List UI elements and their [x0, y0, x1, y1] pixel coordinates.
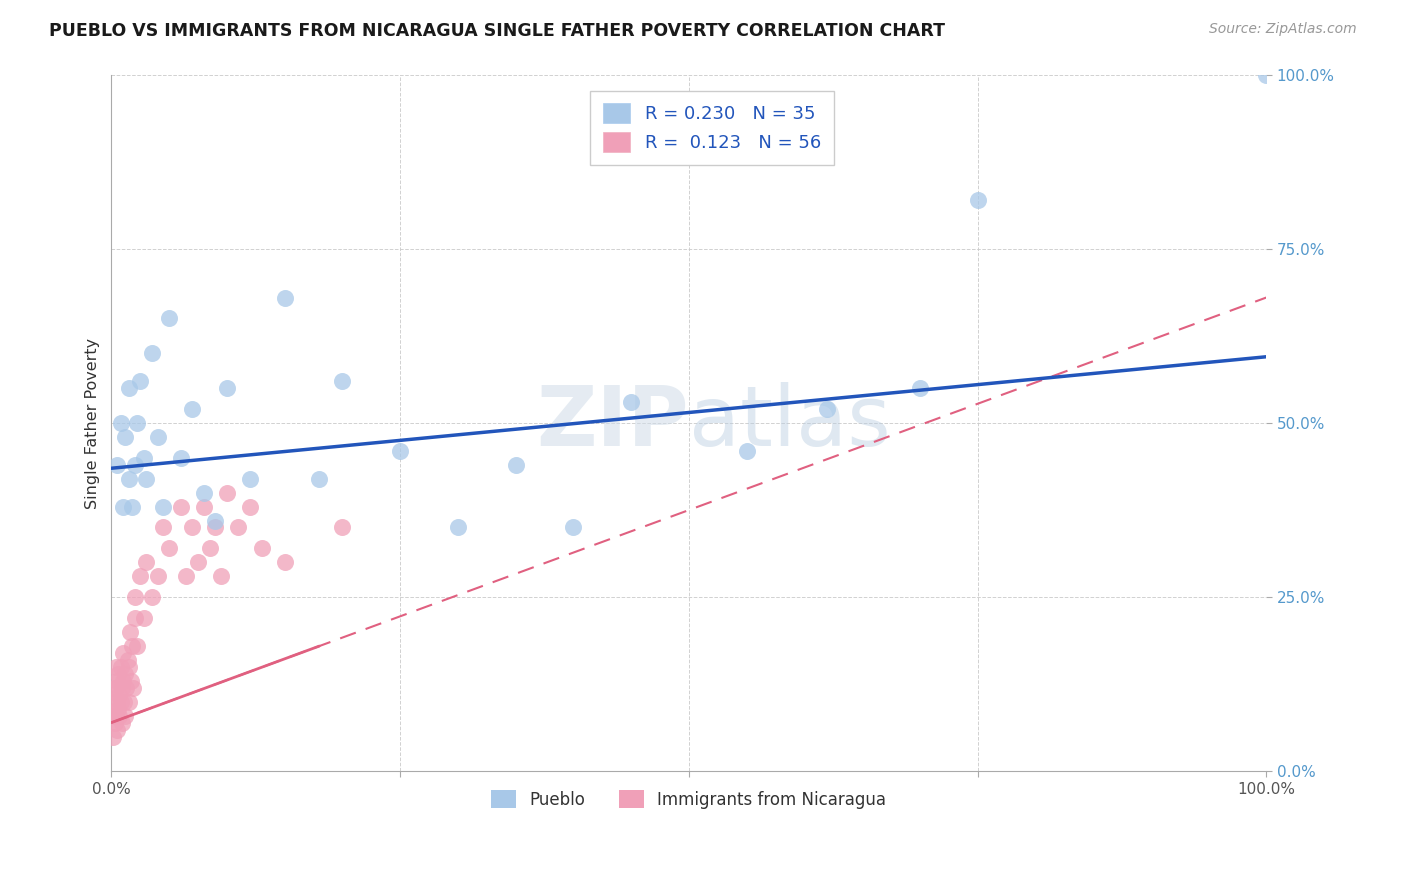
Point — [181, 402, 204, 417]
Point — [129, 374, 152, 388]
Point — [129, 569, 152, 583]
Point — [110, 695, 132, 709]
Y-axis label: Single Father Poverty: Single Father Poverty — [86, 337, 100, 508]
Point — [105, 681, 128, 695]
Point — [107, 666, 129, 681]
Point — [111, 715, 134, 730]
Point — [193, 500, 215, 514]
Point — [157, 541, 180, 556]
Point — [817, 402, 839, 417]
Point — [204, 520, 226, 534]
Text: Source: ZipAtlas.com: Source: ZipAtlas.com — [1209, 22, 1357, 37]
Point — [103, 681, 125, 695]
Point — [152, 500, 174, 514]
Point — [620, 395, 643, 409]
Point — [181, 520, 204, 534]
Point — [110, 416, 132, 430]
Point — [124, 611, 146, 625]
Point — [187, 555, 209, 569]
Point — [332, 374, 354, 388]
Point — [389, 443, 412, 458]
Point — [115, 681, 138, 695]
Point — [170, 450, 193, 465]
Point — [1256, 68, 1278, 82]
Point — [120, 673, 142, 688]
Point — [101, 730, 124, 744]
Point — [125, 639, 148, 653]
Point — [141, 590, 163, 604]
Point — [505, 458, 527, 472]
Point — [146, 430, 169, 444]
Point — [111, 673, 134, 688]
Point — [124, 458, 146, 472]
Point — [273, 555, 295, 569]
Point — [118, 695, 141, 709]
Point — [111, 500, 134, 514]
Point — [157, 311, 180, 326]
Point — [239, 472, 262, 486]
Point — [108, 688, 131, 702]
Point — [124, 590, 146, 604]
Point — [170, 500, 193, 514]
Point — [122, 681, 145, 695]
Point — [135, 472, 157, 486]
Point — [152, 520, 174, 534]
Point — [111, 646, 134, 660]
Point — [132, 611, 155, 625]
Point — [105, 708, 128, 723]
Point — [118, 660, 141, 674]
Point — [104, 695, 127, 709]
Point — [215, 485, 238, 500]
Text: PUEBLO VS IMMIGRANTS FROM NICARAGUA SINGLE FATHER POVERTY CORRELATION CHART: PUEBLO VS IMMIGRANTS FROM NICARAGUA SING… — [49, 22, 945, 40]
Point — [107, 701, 129, 715]
Point — [114, 666, 136, 681]
Point — [108, 708, 131, 723]
Point — [141, 346, 163, 360]
Point — [966, 193, 988, 207]
Point — [105, 660, 128, 674]
Legend: Pueblo, Immigrants from Nicaragua: Pueblo, Immigrants from Nicaragua — [485, 784, 893, 815]
Point — [209, 569, 232, 583]
Point — [193, 485, 215, 500]
Point — [114, 430, 136, 444]
Point — [118, 472, 141, 486]
Point — [204, 514, 226, 528]
Point — [228, 520, 250, 534]
Point — [562, 520, 585, 534]
Point — [118, 625, 141, 640]
Point — [105, 673, 128, 688]
Point — [111, 681, 134, 695]
Point — [332, 520, 354, 534]
Text: atlas: atlas — [689, 383, 890, 464]
Point — [117, 653, 139, 667]
Point — [121, 639, 143, 653]
Text: ZIP: ZIP — [536, 383, 689, 464]
Point — [103, 708, 125, 723]
Point — [135, 555, 157, 569]
Point — [273, 291, 295, 305]
Point — [239, 500, 262, 514]
Point — [112, 695, 135, 709]
Point — [114, 708, 136, 723]
Point — [121, 500, 143, 514]
Point — [104, 715, 127, 730]
Point — [118, 381, 141, 395]
Point — [215, 381, 238, 395]
Point — [105, 458, 128, 472]
Point — [110, 660, 132, 674]
Point — [105, 723, 128, 737]
Point — [146, 569, 169, 583]
Point — [105, 695, 128, 709]
Point — [250, 541, 273, 556]
Point — [198, 541, 221, 556]
Point — [908, 381, 931, 395]
Point — [176, 569, 198, 583]
Point — [132, 450, 155, 465]
Point — [125, 416, 148, 430]
Point — [308, 472, 330, 486]
Point — [735, 443, 758, 458]
Point — [447, 520, 470, 534]
